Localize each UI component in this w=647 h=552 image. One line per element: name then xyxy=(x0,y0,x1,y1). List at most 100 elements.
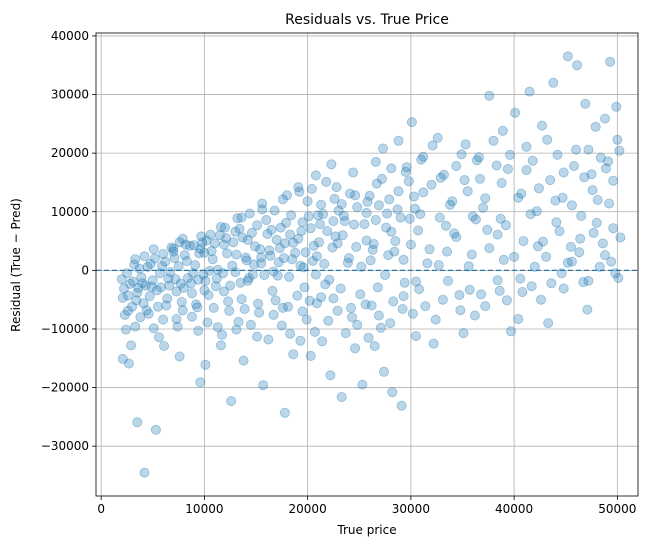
scatter-point xyxy=(521,165,532,176)
scatter-point xyxy=(435,172,446,183)
scatter-point xyxy=(242,234,253,245)
scatter-point xyxy=(200,359,211,370)
scatter-point xyxy=(324,274,335,285)
scatter-point xyxy=(174,237,185,248)
scatter-point xyxy=(136,272,147,283)
scatter-point xyxy=(277,194,288,205)
scatter-point xyxy=(473,152,484,163)
scatter-point xyxy=(447,196,458,207)
scatter-point xyxy=(368,238,379,249)
scatter-point xyxy=(614,145,625,156)
scatter-point xyxy=(565,241,576,252)
y-tick-label: −10000 xyxy=(41,322,89,336)
plot-area-frame xyxy=(95,32,639,497)
scatter-point xyxy=(232,213,243,224)
scatter-point xyxy=(576,210,587,221)
scatter-point xyxy=(603,156,614,167)
scatter-point xyxy=(118,283,129,294)
scatter-point xyxy=(268,266,279,277)
scatter-point xyxy=(342,257,353,268)
scatter-points xyxy=(116,51,626,478)
scatter-point xyxy=(176,296,187,307)
scatter-point xyxy=(258,380,269,391)
scatter-point xyxy=(184,240,195,251)
scatter-point xyxy=(484,243,495,254)
scatter-point xyxy=(130,321,141,332)
scatter-point xyxy=(171,286,182,297)
scatter-point xyxy=(173,261,184,272)
scatter-point xyxy=(574,247,585,258)
scatter-point xyxy=(256,252,267,263)
scatter-point xyxy=(527,155,538,166)
scatter-point xyxy=(320,279,331,290)
scatter-point xyxy=(594,261,605,272)
scatter-point xyxy=(516,188,527,199)
scatter-point xyxy=(458,328,469,339)
scatter-point xyxy=(181,255,192,266)
scatter-point xyxy=(492,275,503,286)
scatter-point xyxy=(403,176,414,187)
scatter-point xyxy=(352,319,363,330)
scatter-point xyxy=(592,194,603,205)
scatter-point xyxy=(161,300,172,311)
scatter-point xyxy=(278,253,289,264)
scatter-point xyxy=(218,239,229,250)
y-tick-label: 40000 xyxy=(51,29,89,43)
scatter-point xyxy=(209,238,220,249)
scatter-point xyxy=(117,292,128,303)
scatter-point xyxy=(127,301,138,312)
scatter-point xyxy=(504,149,515,160)
scatter-point xyxy=(249,241,260,252)
scatter-point xyxy=(376,173,387,184)
scatter-point xyxy=(219,222,230,233)
scatter-point xyxy=(348,167,359,178)
scatter-point xyxy=(377,143,388,154)
scatter-point xyxy=(480,301,491,312)
scatter-point xyxy=(201,235,212,246)
scatter-point xyxy=(146,281,157,292)
scatter-point xyxy=(187,268,198,279)
x-axis-ticks: 0 10000 20000 30000 40000 50000 xyxy=(97,496,636,516)
scatter-point xyxy=(407,308,418,319)
scatter-point xyxy=(548,77,559,88)
scatter-point xyxy=(494,285,505,296)
scatter-point xyxy=(286,210,297,221)
scatter-point xyxy=(163,273,174,284)
scatter-point xyxy=(440,220,451,231)
scatter-point xyxy=(356,261,367,272)
scatter-point xyxy=(462,186,473,197)
scatter-point xyxy=(199,247,210,258)
scatter-point xyxy=(206,245,217,256)
scatter-point xyxy=(566,256,577,267)
scatter-point xyxy=(420,301,431,312)
scatter-point xyxy=(434,212,445,223)
scatter-point xyxy=(370,214,381,225)
scatter-point xyxy=(550,195,561,206)
scatter-point xyxy=(378,366,389,377)
scatter-point xyxy=(398,254,409,265)
scatter-point xyxy=(171,313,182,324)
scatter-point xyxy=(343,253,354,264)
scatter-point xyxy=(137,278,148,289)
scatter-point xyxy=(491,160,502,171)
scatter-point xyxy=(556,268,567,279)
scatter-point xyxy=(371,178,382,189)
scatter-point xyxy=(170,274,181,285)
scatter-point xyxy=(142,261,153,272)
scatter-point xyxy=(517,286,528,297)
scatter-point xyxy=(266,224,277,235)
scatter-point xyxy=(392,204,403,215)
scatter-point xyxy=(331,182,342,193)
scatter-point xyxy=(466,249,477,260)
scatter-point xyxy=(469,310,480,321)
scatter-point xyxy=(476,289,487,300)
scatter-point xyxy=(541,251,552,262)
scatter-point xyxy=(480,193,491,204)
scatter-point xyxy=(116,274,127,285)
scatter-point xyxy=(205,229,216,240)
y-tick-label: −20000 xyxy=(41,381,89,395)
scatter-point xyxy=(211,273,222,284)
scatter-point xyxy=(482,224,493,235)
scatter-point xyxy=(345,302,356,313)
scatter-point xyxy=(524,86,535,97)
